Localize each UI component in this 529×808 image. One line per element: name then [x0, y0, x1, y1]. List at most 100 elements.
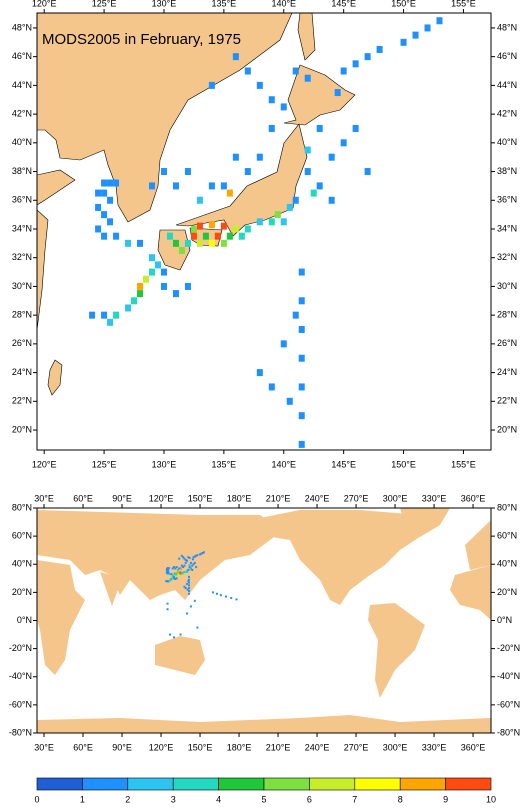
lon-label: 120°E [149, 493, 174, 503]
data-cell [298, 440, 305, 448]
data-cell [101, 311, 108, 319]
map-title: MODS2005 in February, 1975 [42, 31, 241, 48]
data-cell [173, 575, 176, 578]
data-cell [180, 564, 183, 567]
data-cell [167, 568, 170, 571]
lon-label: 120°E [32, 0, 57, 8]
data-cell [175, 566, 178, 569]
data-cell [186, 582, 189, 585]
lon-label: 140°E [271, 459, 296, 469]
data-cell [183, 564, 186, 567]
data-cell [256, 81, 263, 89]
lat-label: -80°N [9, 727, 32, 737]
data-cell [292, 67, 299, 75]
data-cell [196, 554, 199, 557]
lon-label: 150°E [391, 459, 416, 469]
data-cell [172, 182, 179, 190]
lat-label: 40°N [497, 137, 517, 147]
data-cell [176, 571, 179, 574]
data-cell [280, 218, 287, 226]
data-cell [226, 189, 233, 197]
sakhalin [297, 13, 316, 61]
data-cell [316, 182, 323, 190]
data-cell [208, 221, 215, 229]
colorbar-label: 2 [125, 794, 130, 804]
data-cell [187, 578, 190, 581]
data-cell [187, 581, 190, 584]
data-cell [107, 196, 114, 204]
data-cell [166, 608, 169, 611]
data-cell [172, 290, 179, 298]
data-cell [292, 196, 299, 204]
lat-label: 46°N [497, 51, 517, 61]
eurasia [37, 510, 283, 600]
data-cell [186, 570, 189, 573]
lat-label: 44°N [12, 80, 32, 90]
data-cell [244, 67, 251, 75]
lat-label: 48°N [12, 22, 32, 32]
data-cell [192, 563, 195, 566]
lat-label: -20°N [497, 643, 520, 653]
data-cell [165, 580, 168, 583]
lat-label: 40°N [12, 559, 32, 569]
data-cell [298, 268, 305, 276]
lon-label: 210°E [266, 493, 291, 503]
data-cell [208, 81, 215, 89]
data-cell [182, 566, 185, 569]
data-cell [212, 591, 215, 594]
data-cell [188, 566, 191, 569]
data-cell [219, 594, 222, 597]
data-cell [107, 218, 114, 226]
lon-label: 150°E [188, 742, 213, 752]
data-cell [193, 599, 196, 602]
data-cell [113, 179, 120, 187]
data-cell [184, 587, 187, 590]
data-cell [310, 189, 317, 197]
data-cell [101, 189, 108, 197]
data-cell [160, 168, 167, 176]
lat-label: 20°N [497, 424, 517, 434]
lat-label: 20°N [12, 424, 32, 434]
data-cell [304, 74, 311, 82]
data-cell [131, 297, 138, 305]
data-cell [160, 282, 167, 290]
lon-label: 125°E [92, 459, 117, 469]
data-cell [268, 96, 275, 104]
data-cell [230, 597, 233, 599]
data-cell [196, 239, 203, 247]
data-cell [208, 239, 215, 247]
lon-label: 155°E [451, 0, 476, 8]
lon-label: 145°E [331, 459, 356, 469]
lon-label: 270°E [344, 493, 369, 503]
data-cell [364, 53, 371, 61]
cells [89, 17, 443, 448]
data-cell [304, 168, 311, 176]
lon-label: 300°E [383, 742, 408, 752]
data-cell [215, 592, 218, 595]
australia [155, 636, 205, 675]
data-cell [256, 153, 263, 161]
data-cell [256, 369, 263, 377]
lon-label: 140°E [271, 0, 296, 8]
lat-label: -40°N [9, 671, 32, 681]
data-cell [166, 232, 173, 240]
data-cell [187, 589, 190, 592]
data-cell [113, 232, 120, 240]
colorbar-box [354, 777, 401, 791]
data-cell [173, 566, 176, 569]
data-cell [298, 297, 305, 305]
lon-label: 130°E [152, 0, 177, 8]
data-cell [316, 124, 323, 132]
data-cell [175, 577, 178, 580]
data-cell [220, 182, 227, 190]
lon-label: 300°E [383, 493, 408, 503]
colorbar-box [218, 777, 265, 791]
data-cell [171, 567, 174, 570]
data-cell [173, 636, 176, 639]
data-cell [183, 585, 186, 588]
data-cell [256, 218, 263, 226]
data-cell [196, 626, 199, 629]
data-cell [187, 556, 190, 559]
lat-label: 36°N [12, 195, 32, 205]
data-cell [107, 318, 114, 326]
